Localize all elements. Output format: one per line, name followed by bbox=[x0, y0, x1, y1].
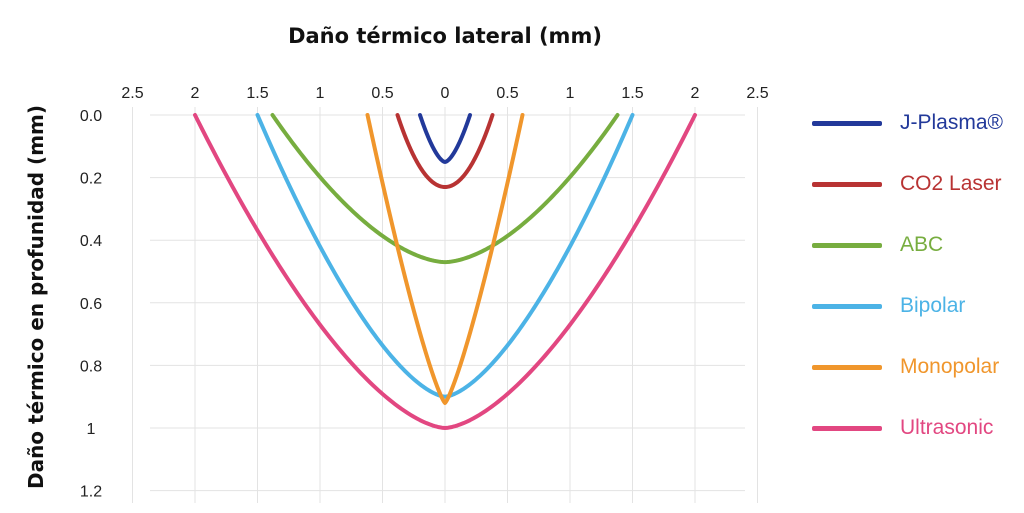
y-tick-label: 1.2 bbox=[80, 484, 102, 501]
legend-swatch bbox=[812, 182, 882, 187]
legend-item: Bipolar bbox=[812, 291, 1017, 352]
series-line-5 bbox=[193, 113, 697, 430]
legend-swatch bbox=[812, 365, 882, 370]
legend-swatch bbox=[812, 121, 882, 126]
legend: J-Plasma® CO2 Laser ABC Bipolar Monopolar Ult… bbox=[812, 108, 1017, 474]
x-tick-label: 1 bbox=[566, 85, 575, 102]
x-tick-label: 2 bbox=[191, 85, 200, 102]
legend-item: Ultrasonic bbox=[812, 413, 1017, 474]
series-line-0 bbox=[418, 113, 472, 164]
legend-label: ABC bbox=[900, 233, 944, 256]
x-tick-label: 0.5 bbox=[371, 85, 393, 102]
series-line-3 bbox=[255, 113, 635, 399]
x-tick-label: 2.5 bbox=[121, 85, 143, 102]
series-line-2 bbox=[270, 113, 620, 265]
x-tick-label: 1.5 bbox=[621, 85, 643, 102]
y-tick-label: 1 bbox=[87, 421, 96, 438]
y-tick-label: 0.6 bbox=[80, 296, 102, 313]
legend-label: Ultrasonic bbox=[900, 416, 994, 439]
grid bbox=[132, 107, 758, 503]
x-tick-label: 2 bbox=[691, 85, 700, 102]
series-line-4 bbox=[365, 113, 525, 405]
legend-label: Bipolar bbox=[900, 294, 966, 317]
legend-item: Monopolar bbox=[812, 352, 1017, 413]
y-tick-label: 0.2 bbox=[80, 171, 102, 188]
y-tick-label: 0.8 bbox=[80, 358, 102, 375]
legend-label: J-Plasma® bbox=[900, 111, 1003, 134]
tick-labels: 2.5 2 1.5 1 0.5 0 0.5 1 1.5 2 2.5 0.0 0.2 0.4 0.6 0.8 1 1… bbox=[80, 85, 769, 501]
legend-label: Monopolar bbox=[900, 355, 1000, 378]
legend-item: CO2 Laser bbox=[812, 169, 1017, 230]
legend-swatch bbox=[812, 304, 882, 309]
legend-label: CO2 Laser bbox=[900, 172, 1002, 195]
legend-item: J-Plasma® bbox=[812, 108, 1017, 169]
legend-item: ABC bbox=[812, 230, 1017, 291]
legend-swatch bbox=[812, 426, 882, 431]
y-tick-label: 0.4 bbox=[80, 233, 102, 250]
x-tick-label: 0 bbox=[441, 85, 450, 102]
legend-swatch bbox=[812, 243, 882, 248]
series-lines bbox=[193, 113, 697, 430]
x-tick-label: 0.5 bbox=[496, 85, 518, 102]
y-tick-label: 0.0 bbox=[80, 108, 102, 125]
x-tick-label: 1 bbox=[316, 85, 325, 102]
x-tick-label: 2.5 bbox=[746, 85, 768, 102]
x-axis-title: Daño térmico lateral (mm) bbox=[288, 24, 602, 48]
x-tick-label: 1.5 bbox=[246, 85, 268, 102]
series-line-1 bbox=[395, 113, 495, 189]
